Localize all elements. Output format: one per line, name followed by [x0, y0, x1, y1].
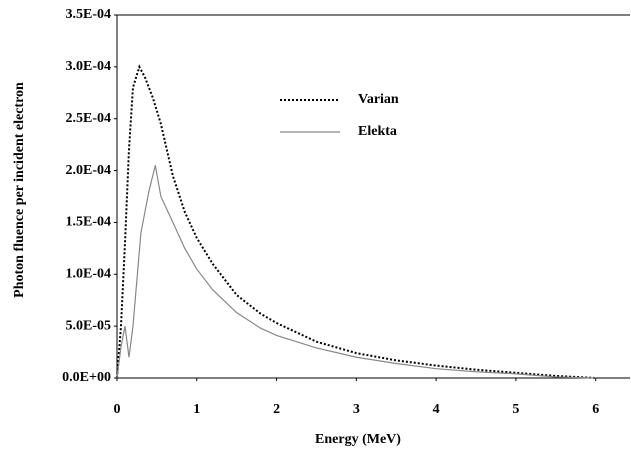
x-tick-label: 0 — [114, 402, 121, 417]
y-tick-label: 2.0E-04 — [66, 163, 112, 178]
y-tick-label: 5.0E-05 — [66, 318, 112, 333]
x-tick-label: 3 — [353, 402, 360, 417]
y-tick-label: 1.0E-04 — [66, 267, 112, 282]
y-tick-label: 3.5E-04 — [66, 7, 112, 22]
y-tick-label: 1.5E-04 — [66, 215, 112, 230]
x-tick-label: 2 — [273, 402, 280, 417]
legend-label: Varian — [358, 92, 399, 107]
x-tick-label: 6 — [592, 402, 599, 417]
y-axis-label: Photon fluence per incident electron — [12, 82, 27, 298]
x-axis-label: Energy (MeV) — [315, 432, 401, 447]
series-line — [116, 64, 596, 379]
y-tick-label: 2.5E-04 — [66, 111, 112, 126]
y-tick-label: 0.0E+00 — [62, 370, 111, 385]
x-tick-label: 5 — [512, 402, 519, 417]
x-tick-label: 4 — [433, 402, 440, 417]
series-line — [116, 165, 596, 379]
x-tick-label: 1 — [193, 402, 200, 417]
legend-label: Elekta — [358, 124, 397, 139]
y-tick-label: 3.0E-04 — [66, 59, 112, 74]
